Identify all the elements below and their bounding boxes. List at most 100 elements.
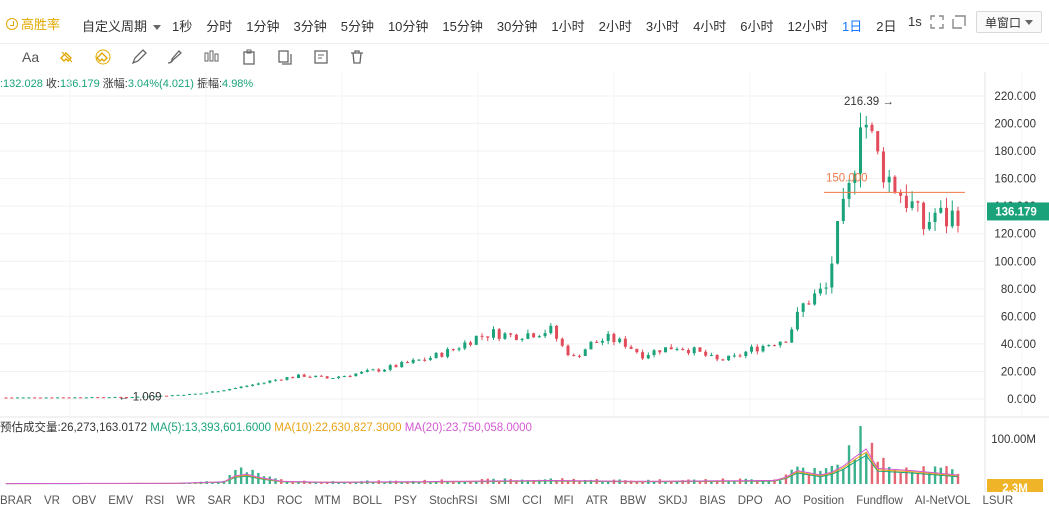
period-option[interactable]: 10分钟: [387, 19, 429, 34]
indicator-tab[interactable]: AI-NetVOL: [914, 495, 971, 507]
indicator-tab[interactable]: BRAR: [0, 495, 32, 507]
volume-bar: [343, 482, 346, 484]
candle-body: [451, 349, 455, 351]
period-option[interactable]: 15分钟: [442, 19, 483, 34]
candle-body: [543, 333, 547, 337]
candle-body: [876, 131, 880, 152]
candle-body: [635, 348, 639, 353]
candle-body: [107, 397, 111, 399]
indicator-tab[interactable]: RSI: [145, 495, 165, 507]
pen-icon[interactable]: [130, 48, 148, 66]
close-label: 收:: [45, 78, 60, 90]
candle-body: [417, 359, 421, 361]
candle-body: [790, 329, 794, 343]
brush-icon[interactable]: [166, 48, 184, 66]
period-option[interactable]: 6小时: [740, 19, 774, 34]
indicator-tab[interactable]: KDJ: [243, 495, 265, 507]
indicator-tab[interactable]: Position: [803, 495, 845, 507]
indicator-tab[interactable]: BBW: [619, 495, 647, 507]
period-option[interactable]: 12小时: [787, 19, 828, 34]
indicator-tab[interactable]: MTM: [314, 495, 341, 507]
period-option[interactable]: 3分钟: [293, 19, 327, 34]
indicator-tab[interactable]: SAR: [207, 495, 232, 507]
indicator-tab[interactable]: AO: [774, 495, 792, 507]
window-mode-dropdown[interactable]: 单窗口: [976, 11, 1042, 33]
candle-body: [73, 397, 77, 399]
candle-body: [245, 385, 249, 387]
chart-options: 1s: [908, 14, 966, 29]
magnet-lock-icon[interactable]: [94, 48, 112, 66]
popout-icon[interactable]: [952, 14, 966, 29]
indicator-tab[interactable]: StochRSI: [429, 495, 478, 507]
indicator-tab[interactable]: BOLL: [352, 495, 383, 507]
indicator-tab[interactable]: WR: [176, 495, 196, 507]
price-tick-label: 180.000: [994, 146, 1036, 158]
volume-bar: [589, 479, 593, 484]
trash-icon[interactable]: [348, 48, 366, 66]
candle-body: [589, 341, 593, 350]
candle-body: [193, 393, 197, 395]
indicator-tab[interactable]: LSUR: [982, 495, 1014, 507]
candle-body: [302, 374, 306, 377]
volume-bar: [784, 474, 788, 484]
indicator-tab[interactable]: ATR: [585, 495, 608, 507]
period-option[interactable]: 3小时: [645, 19, 680, 34]
candle-body: [205, 392, 209, 394]
candle-body: [38, 397, 42, 399]
candle-body: [440, 352, 444, 357]
candle-body: [342, 375, 346, 377]
clipboard-icon[interactable]: [240, 48, 258, 66]
candle-body: [950, 210, 954, 227]
indicator-tab[interactable]: SKDJ: [658, 495, 688, 507]
period-option[interactable]: 30分钟: [496, 19, 538, 34]
candle-body: [371, 369, 375, 371]
volume-bar: [555, 480, 558, 484]
period-option[interactable]: 1分钟: [246, 19, 280, 34]
price-chart[interactable]: 220.000200.000180.000160.000140.000120.0…: [0, 72, 1049, 492]
candle-body: [532, 333, 536, 338]
volume-bar: [601, 481, 604, 484]
volume-bar: [354, 481, 358, 484]
candle-body: [147, 396, 151, 398]
period-option[interactable]: 分时: [206, 19, 233, 34]
candle-body: [142, 396, 146, 398]
period-option[interactable]: 4小时: [693, 19, 727, 34]
copy-icon[interactable]: [276, 48, 294, 66]
period-option[interactable]: 2小时: [598, 19, 632, 34]
refresh-interval[interactable]: 1s: [908, 14, 922, 29]
candle-body: [583, 349, 587, 357]
candle-body: [577, 355, 581, 357]
custom-period-dropdown[interactable]: 自定义周期: [82, 16, 162, 35]
indicator-tab[interactable]: BIAS: [699, 495, 726, 507]
indicator-tab[interactable]: DPO: [737, 495, 763, 507]
magnet-icon[interactable]: [58, 48, 76, 66]
candle-style-icon[interactable]: [202, 48, 220, 66]
current-volume-badge: [987, 479, 1043, 492]
indicator-tab[interactable]: MFI: [553, 495, 574, 507]
indicator-tab[interactable]: OBV: [71, 495, 97, 507]
period-option[interactable]: 5分钟: [340, 19, 374, 34]
candle-body: [165, 395, 169, 397]
period-option[interactable]: 1秒: [172, 19, 193, 34]
indicator-tab[interactable]: SMI: [489, 495, 511, 507]
text-tool[interactable]: Aa: [22, 49, 40, 65]
indicator-tab[interactable]: PSY: [394, 495, 418, 507]
period-option[interactable]: 2日: [876, 19, 897, 34]
period-option[interactable]: 1小时: [551, 19, 585, 34]
volume-bar: [664, 481, 667, 484]
period-option[interactable]: 1日: [842, 19, 863, 34]
indicator-tab[interactable]: VR: [43, 495, 60, 507]
indicator-tab[interactable]: EMV: [108, 495, 134, 507]
candle-body: [331, 378, 335, 380]
indicator-tab[interactable]: Fundflow: [856, 495, 903, 507]
brand-toggle[interactable]: 高胜率: [6, 14, 60, 33]
note-icon[interactable]: [312, 48, 330, 66]
candle-body: [945, 207, 949, 227]
volume-bar: [578, 481, 581, 484]
candle-body: [457, 348, 461, 350]
candle-body: [44, 397, 48, 399]
chevron-down-icon: [1025, 19, 1033, 25]
fullscreen-icon[interactable]: [930, 14, 944, 29]
indicator-tab[interactable]: CCI: [522, 495, 542, 507]
indicator-tab[interactable]: ROC: [276, 495, 303, 507]
